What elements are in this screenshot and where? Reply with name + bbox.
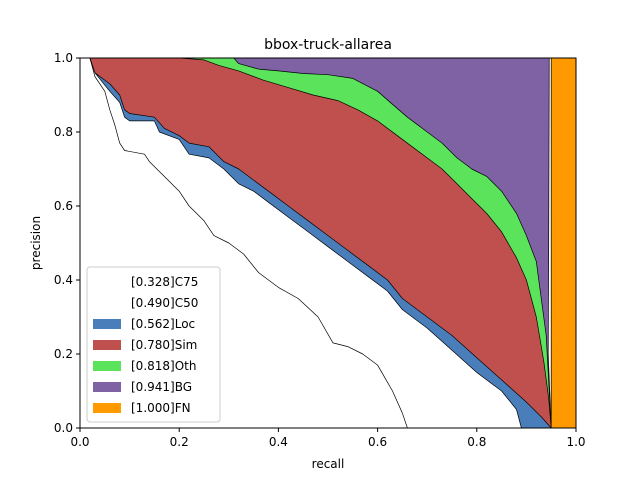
legend-swatch-0-780-sim <box>93 340 121 350</box>
legend-swatch-0-562-loc <box>93 319 121 329</box>
x-tick-label: 1.0 <box>566 435 585 449</box>
x-axis: 0.0 0.2 0.4 0.6 0.8 1.0 <box>70 428 586 449</box>
plot-frame <box>79 57 577 429</box>
series-area-0-328-c75 <box>89 58 408 428</box>
legend-label-0-941-bg: [0.941]BG <box>131 380 192 394</box>
legend-label-0-490-c50: [0.490]C50 <box>131 296 198 310</box>
x-tick-label: 0.0 <box>70 435 89 449</box>
x-tick-label: 0.6 <box>368 435 387 449</box>
chart-title: bbox-truck-allarea <box>264 37 392 53</box>
y-tick-label: 0.8 <box>54 125 73 139</box>
y-axis-label: precision <box>29 216 43 270</box>
y-tick-label: 0.6 <box>54 199 73 213</box>
y-axis: 0.0 0.2 0.4 0.6 0.8 1.0 <box>54 51 80 435</box>
legend-label-0-780-sim: [0.780]Sim <box>131 338 197 352</box>
legend: [0.328]C75 [0.490]C50 [0.562]Loc [0.780]Sim… <box>86 266 221 423</box>
legend-label-0-562-loc: [0.562]Loc <box>131 317 195 331</box>
y-tick-label: 1.0 <box>54 51 73 65</box>
legend-label-0-328-c75: [0.328]C75 <box>131 275 198 289</box>
x-tick-label: 0.2 <box>170 435 189 449</box>
legend-swatch-1-000-fn <box>93 403 121 413</box>
legend-swatch-0-490-c50 <box>93 298 121 308</box>
y-tick-label: 0.0 <box>54 421 73 435</box>
legend-label-0-818-oth: [0.818]Oth <box>131 359 196 373</box>
y-tick-label: 0.4 <box>54 273 73 287</box>
x-tick-label: 0.8 <box>467 435 486 449</box>
legend-label-1-000-fn: [1.000]FN <box>131 401 191 415</box>
legend-swatch-0-818-oth <box>93 361 121 371</box>
x-axis-label: recall <box>312 457 345 471</box>
legend-swatch-0-941-bg <box>93 382 121 392</box>
y-tick-label: 0.2 <box>54 347 73 361</box>
x-tick-label: 0.4 <box>269 435 288 449</box>
